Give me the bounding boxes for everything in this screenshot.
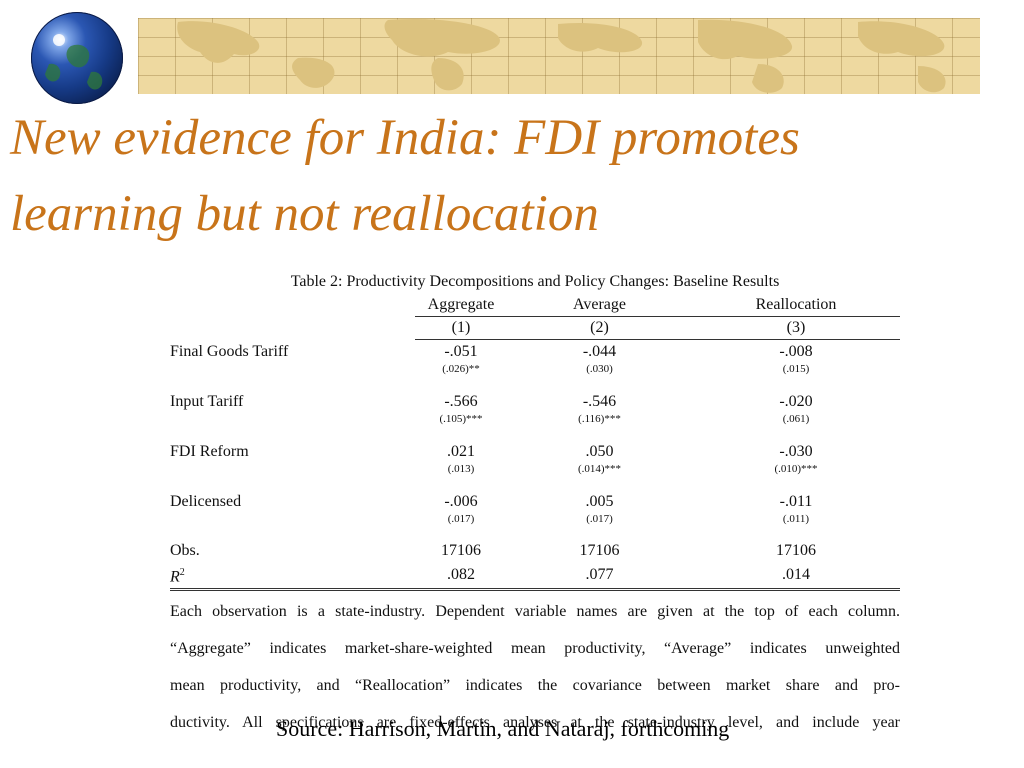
coefficient: -.030 [779, 443, 813, 460]
obs-value: 17106 [441, 542, 481, 559]
column-number: (1) [415, 316, 507, 340]
r2-symbol: R [170, 568, 180, 586]
standard-error: (.030) [586, 363, 613, 375]
column-number: (3) [692, 316, 900, 340]
note-line: “Aggregate” indicates market-share-weigh… [170, 640, 900, 658]
slide-title: New evidence for India: FDI promotes lea… [10, 100, 1010, 252]
note-line: Each observation is a state-industry. De… [170, 603, 900, 621]
column-header-reallocation: Reallocation [755, 296, 837, 313]
r2-value: .082 [415, 562, 507, 592]
coefficient: -.546 [582, 393, 617, 410]
coefficient: -.020 [779, 393, 813, 410]
row-label: Obs. [170, 542, 200, 559]
title-line-1: New evidence for India: FDI promotes [10, 110, 800, 166]
table-row-se: (.026)** (.030) (.015) [170, 361, 900, 390]
column-header-row: Aggregate Average Reallocation [170, 294, 900, 317]
table-caption: Table 2: Productivity Decompositions and… [290, 273, 780, 290]
results-table-figure: Table 2: Productivity Decompositions and… [170, 270, 900, 741]
table-row-se: (.013) (.014)*** (.010)*** [170, 461, 900, 490]
table-row: Delicensed -.006 .005 -.011 [170, 490, 900, 511]
standard-error: (.061) [782, 413, 810, 425]
table-row-obs: Obs. 17106 17106 17106 [170, 540, 900, 562]
world-map-banner [138, 18, 980, 94]
results-table: Aggregate Average Reallocation (1) (2) (… [170, 294, 900, 592]
table-row: Final Goods Tariff -.051 -.044 -.008 [170, 340, 900, 362]
globe-icon [31, 12, 123, 104]
standard-error: (.026)** [442, 363, 480, 375]
column-header-average: Average [573, 296, 626, 313]
obs-value: 17106 [776, 542, 816, 559]
table-row-se: (.105)*** (.116)*** (.061) [170, 411, 900, 440]
column-number: (2) [507, 316, 692, 340]
row-label: Input Tariff [170, 393, 244, 410]
table-row-r2: R2 .082 .077 .014 [170, 562, 900, 592]
coefficient: .005 [585, 493, 614, 510]
coefficient: -.044 [582, 343, 617, 360]
standard-error: (.011) [782, 513, 810, 525]
row-label: R2 [170, 562, 415, 592]
title-line-2: learning but not reallocation [10, 186, 599, 242]
standard-error: (.014)*** [577, 463, 622, 475]
standard-error: (.116)*** [578, 413, 621, 425]
standard-error: (.013) [447, 463, 475, 475]
r2-value: .077 [507, 562, 692, 592]
obs-value: 17106 [579, 542, 620, 559]
standard-error: (.017) [586, 513, 613, 525]
r2-value: .014 [692, 562, 900, 592]
table-notes: Each observation is a state-industry. De… [170, 593, 900, 741]
coefficient: .050 [585, 443, 614, 460]
coefficient: .021 [447, 443, 475, 460]
row-label: Final Goods Tariff [170, 342, 289, 360]
world-map-icon [177, 18, 946, 93]
column-number-row: (1) (2) (3) [170, 316, 900, 340]
table-row: Input Tariff -.566 -.546 -.020 [170, 390, 900, 411]
standard-error: (.015) [782, 363, 810, 375]
standard-error: (.105)*** [439, 413, 483, 425]
table-row: FDI Reform .021 .050 -.030 [170, 440, 900, 461]
note-line: mean productivity, and “Reallocation” in… [170, 677, 900, 695]
coefficient: -.008 [779, 343, 813, 360]
coefficient: -.051 [444, 343, 478, 360]
coefficient: -.566 [444, 393, 478, 410]
r2-superscript: 2 [179, 567, 185, 578]
column-header-aggregate: Aggregate [427, 296, 495, 313]
table-row-se: (.017) (.017) (.011) [170, 511, 900, 540]
row-label: Delicensed [170, 493, 242, 510]
coefficient: -.011 [779, 493, 813, 510]
coefficient: -.006 [444, 493, 478, 510]
standard-error: (.017) [447, 513, 475, 525]
standard-error: (.010)*** [774, 463, 818, 475]
source-citation: Source: Harrison, Martin, and Nataraj, f… [276, 716, 730, 741]
note-line: ductivity. All specifications are fixed-… [170, 714, 900, 732]
row-label: FDI Reform [170, 443, 249, 460]
